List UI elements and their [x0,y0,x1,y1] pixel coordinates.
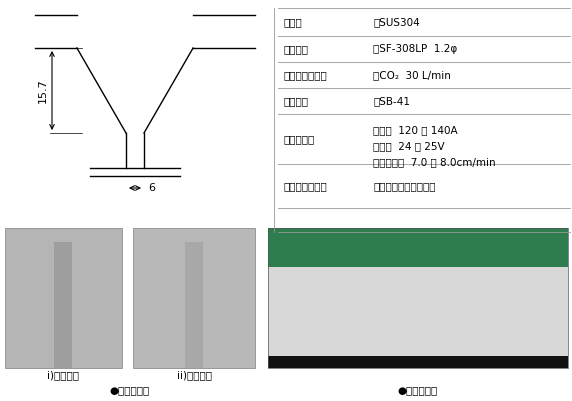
Text: ・ウィービング: ・ウィービング [284,181,328,191]
Bar [268,356,568,368]
Text: ：単振動ウィービング: ：単振動ウィービング [373,181,435,191]
Bar [268,228,568,267]
Bar [268,267,568,356]
Text: 15.7: 15.7 [38,78,48,103]
Text: ●断面マクロ: ●断面マクロ [398,385,438,395]
Text: ：電圧  24 ～ 25V: ：電圧 24 ～ 25V [373,141,444,151]
Text: ：SB-41: ：SB-41 [373,96,410,106]
Text: ・母材: ・母材 [284,17,303,27]
Text: ：SF-308LP  1.2φ: ：SF-308LP 1.2φ [373,44,457,54]
Text: ：SUS304: ：SUS304 [373,17,420,27]
Text: ・裏当材: ・裏当材 [284,96,309,106]
Text: ・シールドガス: ・シールドガス [284,70,328,80]
Text: ：電流  120 ～ 140A: ：電流 120 ～ 140A [373,125,458,135]
Text: ・溦接条件: ・溦接条件 [284,134,315,144]
Text: ・ワイヤ: ・ワイヤ [284,44,309,54]
Text: ●ビード外視: ●ビード外視 [110,385,150,395]
Text: 6: 6 [148,183,155,193]
Text: ii)裏ビード: ii)裏ビード [177,370,212,380]
Text: ：溦接速度  7.0 ～ 8.0cm/min: ：溦接速度 7.0 ～ 8.0cm/min [373,157,495,167]
Bar [268,228,568,368]
Bar [54,242,72,368]
Bar [5,228,122,368]
Bar [133,228,255,368]
Text: ：CO₂  30 L/min: ：CO₂ 30 L/min [373,70,451,80]
Text: i)表ビード: i)表ビード [47,370,80,380]
Bar [185,242,203,368]
